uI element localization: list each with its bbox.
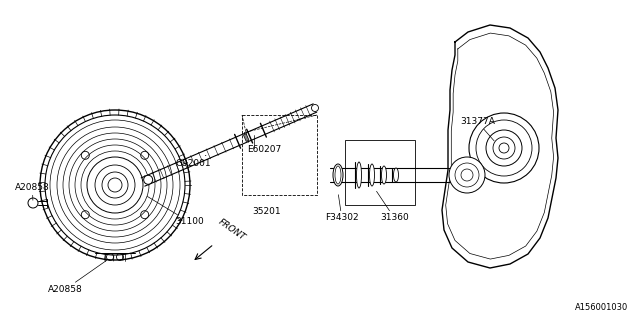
Circle shape — [40, 110, 190, 260]
Ellipse shape — [356, 162, 362, 188]
Text: 31360: 31360 — [376, 191, 409, 222]
Ellipse shape — [333, 164, 343, 186]
Text: 35201: 35201 — [252, 207, 280, 216]
Text: G92001: G92001 — [175, 155, 211, 167]
Text: E60207: E60207 — [247, 145, 281, 154]
Ellipse shape — [394, 168, 399, 182]
Bar — [242, 115, 317, 195]
Text: A20858: A20858 — [47, 260, 108, 294]
Ellipse shape — [381, 166, 387, 184]
Polygon shape — [442, 25, 558, 268]
Circle shape — [486, 130, 522, 166]
Text: F34302: F34302 — [325, 195, 358, 222]
Circle shape — [449, 157, 485, 193]
Text: 31377A: 31377A — [460, 117, 495, 141]
Text: A156001030: A156001030 — [575, 303, 628, 312]
Circle shape — [469, 113, 539, 183]
Text: A20858: A20858 — [15, 183, 50, 200]
Ellipse shape — [369, 164, 374, 186]
Text: 31100: 31100 — [147, 196, 204, 227]
Circle shape — [143, 175, 153, 184]
Bar — [243, 134, 249, 141]
Text: FRONT: FRONT — [217, 217, 247, 242]
Circle shape — [312, 105, 319, 111]
Bar — [345, 140, 415, 205]
